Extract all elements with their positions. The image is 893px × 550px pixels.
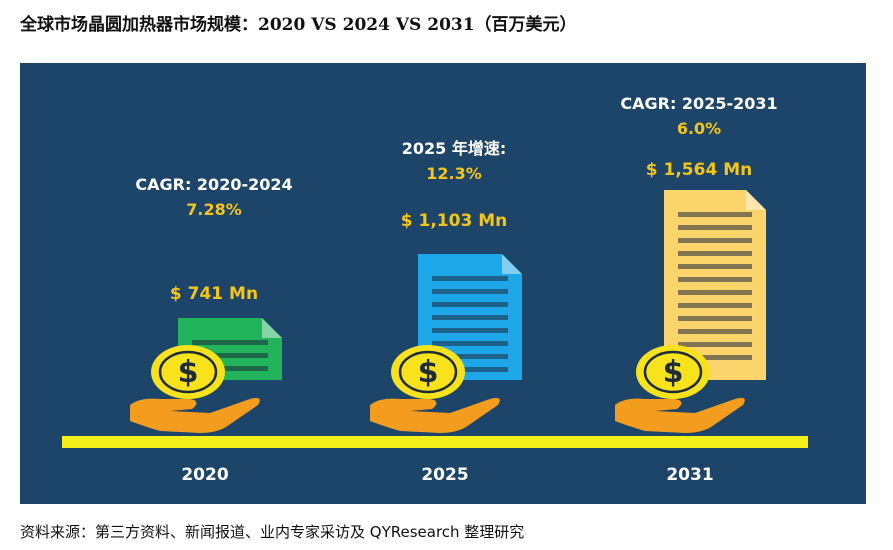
coin-ring [158,350,218,394]
document-line [678,355,752,360]
document-line [432,302,508,307]
growth-value-2031: 6.0% [677,119,721,138]
document-line [678,238,752,243]
coin-icon [151,345,225,399]
document-line [432,354,508,359]
growth-value-2025: 12.3% [426,164,482,183]
document-line [432,341,508,346]
page-title: 全球市场晶圆加热器市场规模：2020 VS 2024 VS 2031（百万美元） [20,15,577,35]
coin-ring [643,350,703,394]
baseline-axis [62,436,808,448]
document-fold [262,318,282,338]
growth-value-2020: 7.28% [186,200,242,219]
value-label-2025: $ 1,103 Mn [401,211,507,231]
x-tick-label-2020: 2020 [181,465,228,485]
document-line [678,277,752,282]
document-line [432,367,508,372]
x-tick-label-2031: 2031 [666,465,713,485]
document-line [678,251,752,256]
document-line [192,340,268,345]
growth-label-2020: CAGR: 2020-2024 [135,175,292,194]
document-line [678,316,752,321]
dollar-sign: $ [178,355,199,390]
x-tick-label-2025: 2025 [421,465,468,485]
value-label-2031: $ 1,564 Mn [646,160,752,180]
document-line [678,303,752,308]
chart-svg: $ $ 741 Mn CAGR: 2020-2024 7.28% 2020 $ $ 1,10… [62,94,808,485]
growth-label-2025: 2025 年增速: [402,139,507,158]
coin-icon [636,345,710,399]
document-line [678,290,752,295]
document-line [432,289,508,294]
document-line [192,366,268,371]
coin-ring [398,350,458,394]
dollar-sign: $ [418,355,439,390]
document-fold [746,190,766,210]
document-line [192,353,268,358]
bar-2020: $ $ 741 Mn CAGR: 2020-2024 7.28% 2020 [130,175,293,485]
document-fold [502,254,522,274]
document-line [432,328,508,333]
hand-icon [615,397,745,433]
hand-icon [370,397,500,433]
document-line [678,212,752,217]
document-line [432,276,508,281]
document-line [678,225,752,230]
hand-icon [130,397,260,433]
source-note: 资料来源：第三方资料、新闻报道、业内专家采访及 QYResearch 整理研究 [20,523,525,541]
bar-2025: $ $ 1,103 Mn 2025 年增速: 12.3% 2025 [370,139,522,485]
value-label-2020: $ 741 Mn [170,284,258,304]
chart-panel: $ $ 741 Mn CAGR: 2020-2024 7.28% 2020 $ $ 1,10… [20,63,866,504]
document-line [432,315,508,320]
document-line [678,329,752,334]
document-line [678,342,752,347]
coin-icon [391,345,465,399]
bar-2031: $ $ 1,564 Mn CAGR: 2025-2031 6.0% 2031 [615,94,778,485]
dollar-sign: $ [663,355,684,390]
document-line [678,264,752,269]
growth-label-2031: CAGR: 2025-2031 [620,94,777,113]
